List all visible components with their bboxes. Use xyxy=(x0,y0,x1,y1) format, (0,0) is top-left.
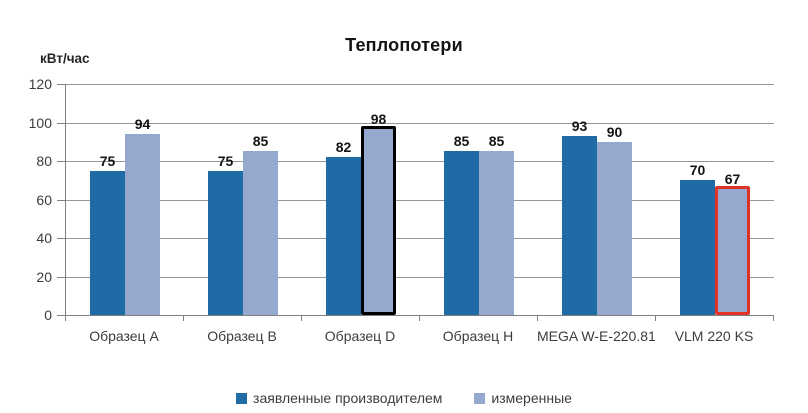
bar-group-2: 75 85 xyxy=(184,84,302,315)
bar-value-label: 85 xyxy=(453,133,470,150)
bar-value-label: 75 xyxy=(99,152,116,169)
bar-measured-5: 90 xyxy=(597,124,632,315)
x-tick-mark-3 xyxy=(419,316,420,321)
x-tick-mark-1 xyxy=(183,316,184,321)
bar-measured-6: 67 xyxy=(715,171,750,315)
x-tick-mark-4 xyxy=(537,316,538,321)
bar-value-label: 85 xyxy=(252,133,269,150)
bar-value-label: 94 xyxy=(134,116,151,133)
y-tick-mark-80 xyxy=(57,161,65,162)
bar-value-label: 82 xyxy=(335,139,352,156)
gridline-60 xyxy=(66,199,774,201)
bar-declared-5: 93 xyxy=(562,118,597,315)
category-label-5: MEGA W-E-220.81 xyxy=(537,328,656,344)
bar-group-3: 82 98 xyxy=(302,84,420,315)
x-tick-mark-2 xyxy=(301,316,302,321)
bar-value-label: 70 xyxy=(689,162,706,179)
bar-value-label: 85 xyxy=(488,133,505,150)
gridline-20 xyxy=(66,276,774,278)
bar-value-label: 98 xyxy=(370,111,387,128)
bar-value-label: 93 xyxy=(571,117,588,134)
bar-declared-6: 70 xyxy=(680,162,715,315)
y-tick-label-100: 100 xyxy=(28,114,52,131)
bar-measured-2: 85 xyxy=(243,133,278,315)
plot-area: 75 94 75 85 82 98 85 85 93 90 70 67 xyxy=(65,84,774,316)
category-label-2: Образец B xyxy=(207,328,277,344)
y-tick-mark-100 xyxy=(57,122,65,124)
bar-group-6: 70 67 xyxy=(656,84,774,315)
x-tick-mark-6 xyxy=(773,316,774,321)
bar-measured-4: 85 xyxy=(479,133,514,315)
bar-declared-4: 85 xyxy=(444,133,479,315)
declared-series-swatch-icon xyxy=(236,392,248,404)
y-tick-mark-120 xyxy=(57,84,65,85)
bar-measured-1: 94 xyxy=(125,116,160,315)
bar-value-label: 90 xyxy=(606,123,623,140)
y-tick-mark-0 xyxy=(57,315,65,316)
legend-item-measured: измеренные xyxy=(474,390,572,406)
x-tick-mark-0 xyxy=(65,316,66,321)
y-tick-label-20: 20 xyxy=(36,268,52,285)
y-tick-label-120: 120 xyxy=(28,76,52,92)
y-tick-mark-40 xyxy=(57,238,65,239)
bar-declared-3: 82 xyxy=(326,139,361,315)
category-label-4: Образец H xyxy=(442,328,514,344)
bar-measured-3: 98 xyxy=(361,111,396,315)
gridline-40 xyxy=(66,238,774,239)
category-label-6: VLM 220 KS xyxy=(674,328,754,344)
legend: заявленные производителем измеренные xyxy=(0,390,808,406)
measured-series-swatch-icon xyxy=(474,392,486,404)
y-axis-unit-label: кВт/час xyxy=(40,51,90,66)
category-label-3: Образец D xyxy=(324,328,396,344)
gridline-100 xyxy=(66,122,774,124)
bar-group-4: 85 85 xyxy=(420,84,538,315)
y-tick-label-80: 80 xyxy=(36,153,52,169)
bar-value-label: 67 xyxy=(724,171,741,188)
legend-label-declared: заявленные производителем xyxy=(253,390,443,406)
x-tick-mark-5 xyxy=(655,316,656,321)
y-tick-label-60: 60 xyxy=(36,191,52,208)
bar-declared-1: 75 xyxy=(90,153,125,315)
y-tick-mark-60 xyxy=(57,199,65,201)
chart-title: Теплопотери xyxy=(345,35,463,55)
bar-declared-2: 75 xyxy=(208,153,243,315)
legend-item-declared: заявленные производителем xyxy=(236,390,442,406)
y-tick-mark-20 xyxy=(57,276,65,278)
bar-group-1: 75 94 xyxy=(66,84,184,315)
legend-label-measured: измеренные xyxy=(491,390,572,406)
bar-group-5: 93 90 xyxy=(538,84,656,315)
gridline-120 xyxy=(66,84,774,85)
bar-value-label: 75 xyxy=(217,152,234,169)
y-tick-label-0: 0 xyxy=(44,307,52,323)
category-label-1: Образец A xyxy=(89,328,159,344)
gridline-80 xyxy=(66,161,774,162)
y-tick-label-40: 40 xyxy=(36,230,52,246)
